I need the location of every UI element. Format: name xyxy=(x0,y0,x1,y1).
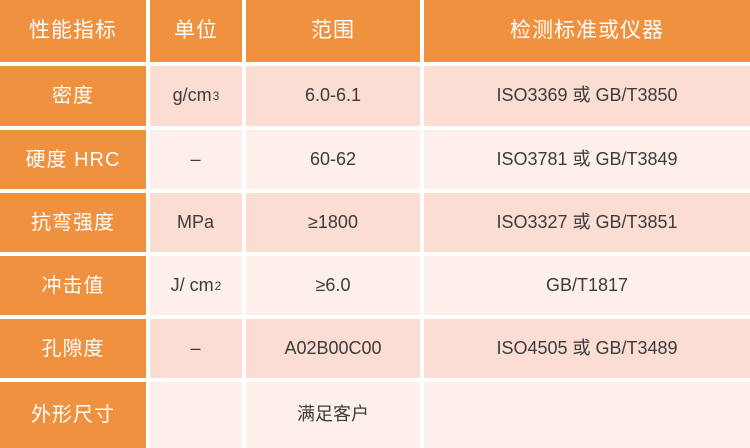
header-cell-unit: 单位 xyxy=(150,0,242,62)
unit-text: – xyxy=(190,337,201,358)
standard-cell: ISO3781 或 GB/T3849 xyxy=(424,130,750,189)
row-indicator-cell: 抗弯强度 xyxy=(0,193,146,252)
row-indicator-cell: 硬度 HRC xyxy=(0,130,146,189)
range-cell: 满足客户 xyxy=(246,382,420,448)
unit-cell xyxy=(150,382,242,448)
standard-cell: GB/T1817 xyxy=(424,256,750,315)
row-indicator-cell: 孔隙度 xyxy=(0,319,146,378)
standard-cell: ISO3327 或 GB/T3851 xyxy=(424,193,750,252)
unit-cell: MPa xyxy=(150,193,242,252)
unit-text: – xyxy=(190,148,201,169)
unit-text: J/ cm xyxy=(170,274,214,295)
range-cell: A02B00C00 xyxy=(246,319,420,378)
header-cell-range: 范围 xyxy=(246,0,420,62)
standard-cell: ISO3369 或 GB/T3850 xyxy=(424,66,750,126)
range-cell: 6.0-6.1 xyxy=(246,66,420,126)
range-cell: ≥1800 xyxy=(246,193,420,252)
row-indicator-cell: 外形尺寸 xyxy=(0,382,146,448)
unit-cell: – xyxy=(150,319,242,378)
range-cell: 60-62 xyxy=(246,130,420,189)
unit-cell: – xyxy=(150,130,242,189)
standard-cell: ISO4505 或 GB/T3489 xyxy=(424,319,750,378)
unit-cell: g/cm 3 xyxy=(150,66,242,126)
header-cell-standard: 检测标准或仪器 xyxy=(424,0,750,62)
unit-cell: J/ cm 2 xyxy=(150,256,242,315)
standard-cell xyxy=(424,382,750,448)
unit-text: MPa xyxy=(176,211,214,232)
row-indicator-cell: 密度 xyxy=(0,66,146,126)
range-cell: ≥6.0 xyxy=(246,256,420,315)
row-indicator-cell: 冲击值 xyxy=(0,256,146,315)
header-cell-indicator: 性能指标 xyxy=(0,0,146,62)
unit-text: g/cm xyxy=(172,85,212,106)
